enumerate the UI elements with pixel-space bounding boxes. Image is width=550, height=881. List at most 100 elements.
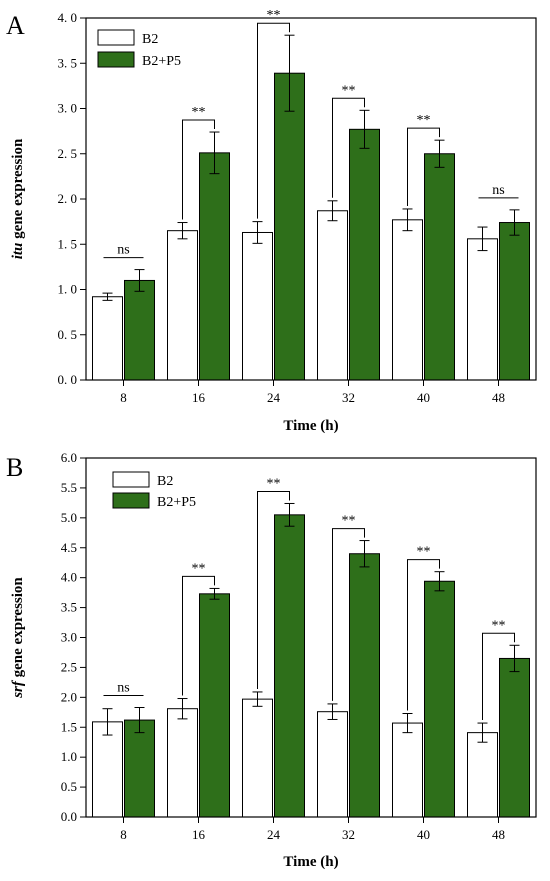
bar-b2p5-16 [199,152,230,381]
plot-frame [85,457,537,818]
x-tick-label: 32 [342,390,355,405]
significance-bracket [407,559,440,711]
bar-b2p5-16 [199,593,230,818]
significance-bracket [257,22,290,219]
x-tick-label: 48 [492,390,505,405]
y-axis-title: srf gene expression [10,577,26,699]
y-axis-title-rest: gene expression [10,577,26,682]
significance-label: ** [267,8,281,23]
y-tick-label: 1. 0 [58,282,78,297]
bar-b2-32 [317,711,348,818]
significance-label: ** [342,83,356,98]
x-tick-label: 24 [267,390,281,405]
y-tick-label: 1.0 [61,749,77,764]
x-tick-label: 48 [492,827,505,842]
panel-label: B [6,453,23,482]
chart-panel-A: A 0. 0 0. 5 1. 0 1. 5 2. 0 2. 5 3. 0 3. 5 4. 0 itu… [6,8,537,434]
y-axis-title-rest: gene expression [10,138,26,243]
bar-b2-48 [467,238,498,381]
y-tick-label: 5.5 [61,480,77,495]
significance-bracket [332,528,365,701]
x-tick-label: 16 [192,827,206,842]
significance-label: ** [417,113,431,128]
y-tick-label: 2.0 [61,689,77,704]
x-tick-label: 32 [342,827,355,842]
bar-b2p5-24 [274,72,305,381]
y-tick-label: 1.5 [61,719,77,734]
significance-bracket [182,119,215,220]
bar-b2p5-8 [124,719,155,818]
significance-label: ** [267,476,281,491]
x-axis-title: Time (h) [283,418,338,434]
bar-b2-24 [242,698,273,818]
y-axis-title-italic: srf [10,679,26,699]
significance-label: ns [492,183,504,198]
y-tick-label: 3. 0 [58,101,78,116]
bar-b2p5-24 [274,514,305,818]
y-tick-label: 2.5 [61,659,77,674]
significance-label: ns [117,681,129,696]
bar-b2p5-40 [424,153,455,381]
significance-label: ** [492,618,506,633]
y-axis-title: itu gene expression [10,138,26,259]
y-axis-title-italic: itu [10,243,26,260]
bar-b2p5-8 [124,279,155,381]
legend-label-b2p5: B2+P5 [157,495,196,510]
significance-label: ** [192,105,206,120]
y-tick-label: 2. 0 [58,191,78,206]
y-tick-label: 0.0 [61,809,77,824]
bar-b2-16 [167,230,198,381]
y-tick-label: 1. 5 [58,236,78,251]
y-tick-label: 3. 5 [58,55,78,70]
y-tick-label: 0. 0 [58,372,78,387]
y-tick-label: 5.0 [61,510,77,525]
plot-frame [85,17,537,381]
x-tick-label: 8 [120,827,127,842]
significance-bracket [482,632,515,721]
significance-label: ** [342,514,356,529]
legend-label-b2p5: B2+P5 [142,54,181,69]
bar-b2-32 [317,210,348,381]
significance-bracket [407,127,440,206]
y-tick-label: 3.0 [61,630,77,645]
bar-b2-8 [92,721,123,818]
chart-panel-B: B 0.0 0.5 1.0 1.5 2.0 2.5 3.0 3.5 4.0 4.5 5.0 5.5 6.0… [6,450,537,870]
y-tick-label: 2. 5 [58,146,78,161]
legend-label-b2: B2 [142,32,158,47]
significance-label: ns [117,243,129,258]
y-tick-label: 4. 0 [58,10,78,25]
legend-swatch-b2 [112,471,150,488]
legend-swatch-b2p5 [97,51,135,68]
significance-label: ** [417,545,431,560]
legend-swatch-b2 [97,29,135,46]
x-tick-label: 24 [267,827,281,842]
bar-b2p5-48 [499,657,530,818]
y-tick-label: 0.5 [61,779,77,794]
legend-label-b2: B2 [157,474,173,489]
significance-bracket [332,97,365,198]
significance-bracket [182,575,215,696]
legend-swatch-b2p5 [112,492,150,509]
y-tick-label: 6.0 [61,450,77,465]
x-tick-label: 40 [417,390,430,405]
y-tick-label: 4.0 [61,570,77,585]
bar-b2p5-40 [424,580,455,818]
bar-b2p5-32 [349,553,380,818]
x-tick-label: 16 [192,390,206,405]
bar-b2-48 [467,732,498,818]
bar-b2-40 [392,722,423,818]
bar-b2p5-48 [499,222,530,381]
significance-bracket [257,490,290,689]
y-tick-label: 4.5 [61,540,77,555]
bar-b2-40 [392,219,423,381]
bar-b2p5-32 [349,128,380,381]
bar-b2-8 [92,296,123,381]
y-tick-label: 0. 5 [58,327,78,342]
y-tick-label: 3.5 [61,600,77,615]
bar-b2-16 [167,708,198,818]
x-tick-label: 8 [120,390,127,405]
x-axis-title: Time (h) [283,854,338,870]
x-tick-label: 40 [417,827,430,842]
bar-b2-24 [242,231,273,381]
